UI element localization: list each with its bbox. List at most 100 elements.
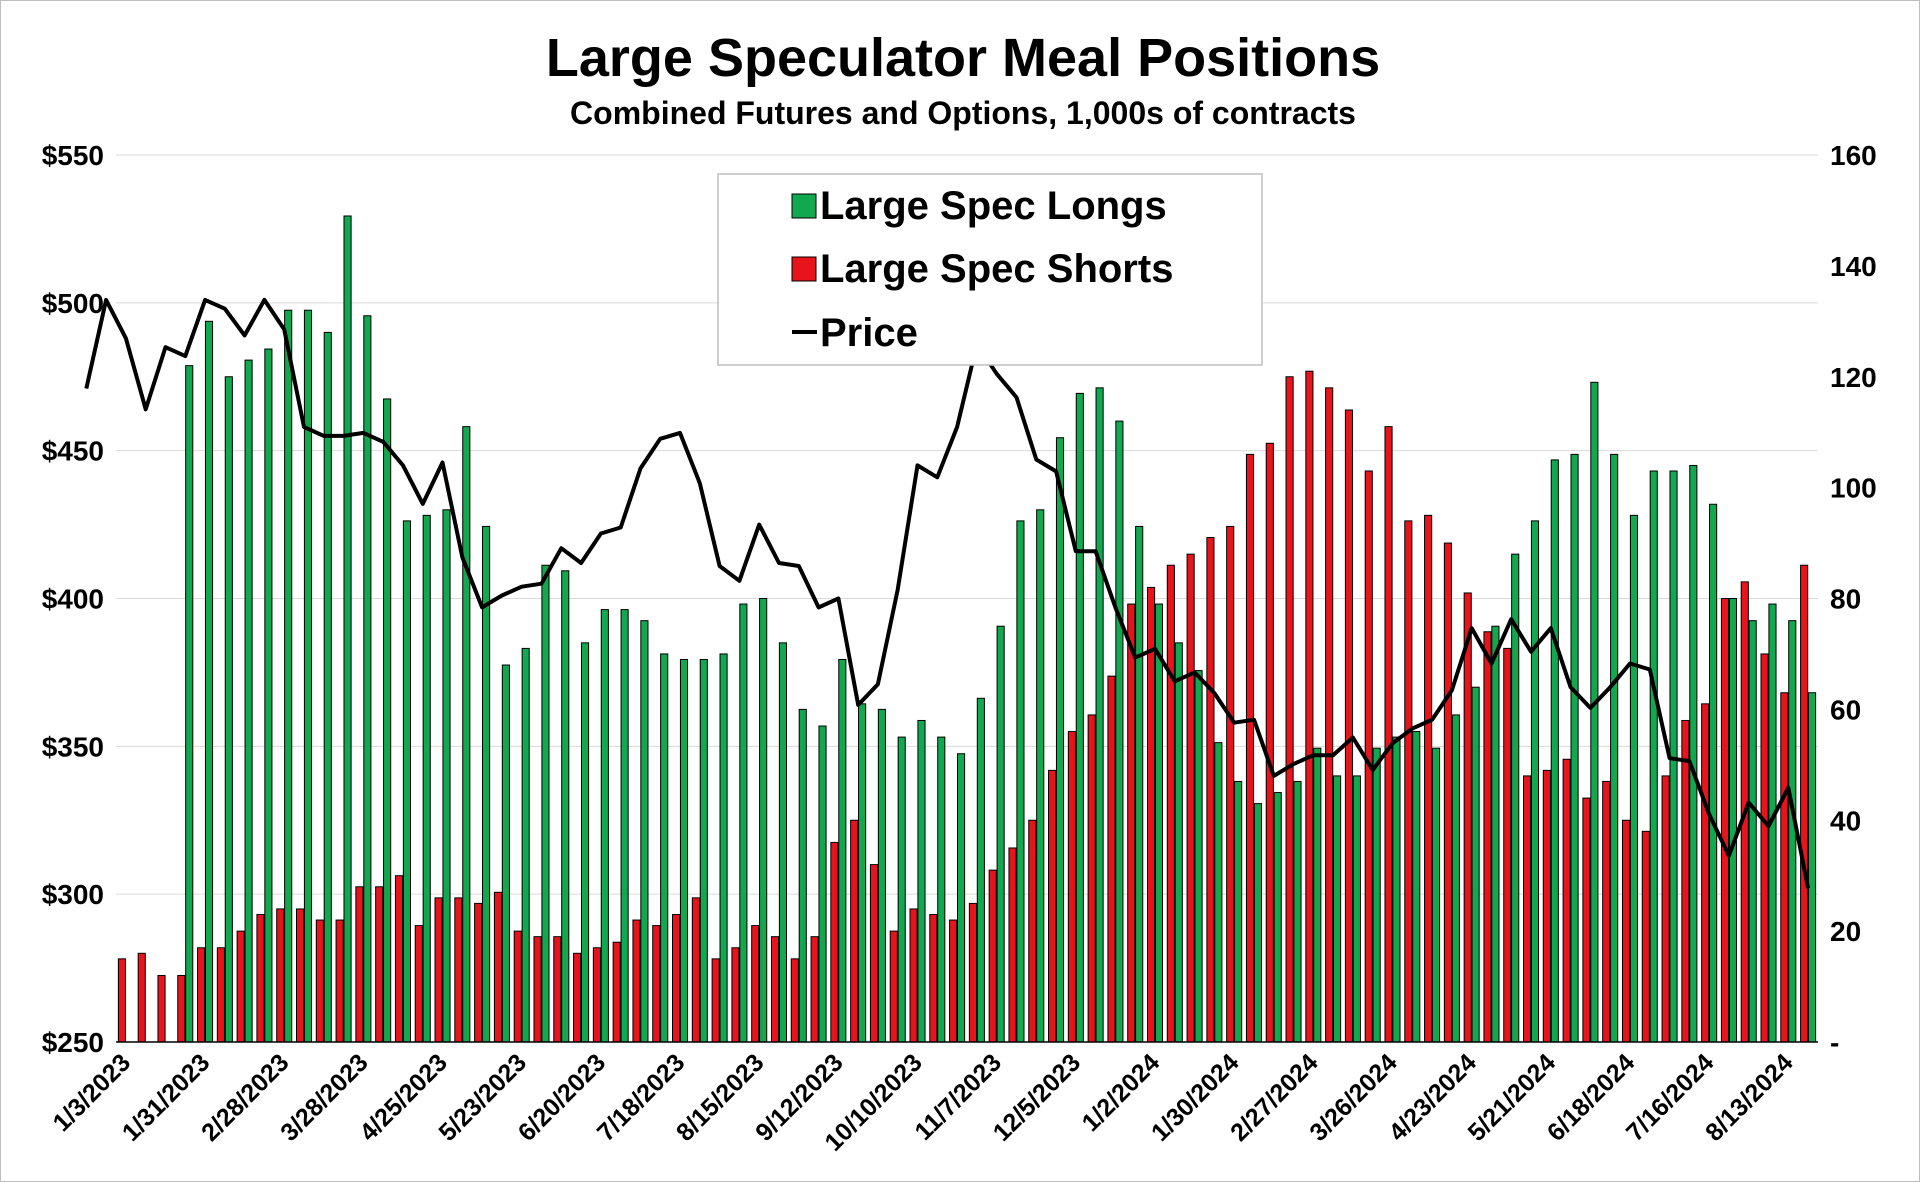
bar-large-spec-longs [917,719,926,1043]
bars-layer [117,215,1817,1043]
bar-large-spec-shorts [236,930,245,1043]
bar-large-spec-longs [284,309,293,1043]
bar-large-spec-shorts [889,930,898,1043]
legend: Large Spec Longs Large Spec Shorts Price [717,173,1263,366]
bar-large-spec-shorts [1483,631,1492,1043]
bar-large-spec-longs [858,703,867,1043]
bar-large-spec-longs [1570,453,1579,1043]
bar-large-spec-longs [699,658,708,1043]
bar-large-spec-longs [620,609,629,1043]
bar-large-spec-shorts [1325,387,1334,1043]
bar-large-spec-longs [1491,625,1500,1043]
bar-large-spec-shorts [790,958,799,1043]
bar-large-spec-shorts [295,908,305,1043]
bar-large-spec-shorts [454,897,463,1043]
bar-large-spec-longs [1550,459,1559,1043]
bar-large-spec-longs [1689,464,1698,1043]
bar-large-spec-shorts [355,886,364,1043]
bar-large-spec-longs [1590,381,1599,1043]
bar-large-spec-longs [1135,525,1144,1043]
bar-large-spec-longs [1629,514,1639,1043]
bar-large-spec-shorts [375,886,384,1043]
bar-large-spec-longs [1431,747,1441,1043]
bar-large-spec-shorts [1582,797,1591,1043]
bar-large-spec-shorts [1344,409,1354,1043]
bar-large-spec-shorts [434,897,443,1043]
bar-large-spec-shorts [1562,758,1571,1043]
bar-large-spec-shorts [810,936,819,1043]
bar-large-spec-shorts [553,936,562,1043]
bar-large-spec-shorts [1384,426,1393,1043]
bar-large-spec-longs [996,625,1005,1043]
bar-large-spec-shorts [1780,692,1789,1043]
bar-large-spec-shorts [1720,598,1730,1043]
bar-large-spec-shorts [256,913,265,1043]
bar-large-spec-longs [1115,420,1124,1043]
bar-large-spec-shorts [1463,592,1472,1043]
left-axis-tick-label: $450 [42,436,104,467]
bar-large-spec-shorts [216,947,225,1043]
bar-large-spec-longs [561,570,570,1043]
bar-large-spec-shorts [1681,719,1690,1043]
bar-large-spec-longs [383,398,392,1043]
bar-large-spec-shorts [929,913,938,1043]
price-line [84,297,1811,889]
bar-large-spec-shorts [1186,553,1195,1043]
bar-large-spec-longs [660,653,669,1043]
bar-large-spec-shorts [1146,586,1156,1043]
bar-large-spec-longs [462,426,471,1043]
bar-large-spec-shorts [1701,703,1710,1043]
bar-large-spec-shorts [137,952,146,1043]
bar-large-spec-shorts [1206,537,1215,1043]
legend-swatch-longs [791,193,817,219]
bar-large-spec-longs [1748,620,1757,1043]
bar-large-spec-longs [343,215,352,1043]
bar-large-spec-shorts [1127,603,1136,1043]
legend-swatch-shorts [791,256,817,282]
bar-large-spec-longs [501,664,510,1043]
bar-large-spec-longs [1451,714,1460,1043]
bar-large-spec-shorts [1067,731,1076,1043]
left-axis-tick-label: $550 [42,140,104,171]
bar-large-spec-longs [1095,387,1104,1043]
bar-large-spec-shorts [1602,780,1611,1043]
legend-label-price: Price [820,311,918,355]
bar-large-spec-longs [1530,520,1540,1043]
bar-large-spec-longs [1728,598,1737,1043]
chart-title: Large Speculator Meal Positions [546,28,1380,88]
bar-large-spec-shorts [830,841,839,1043]
right-axis-tick-label: 160 [1830,140,1877,171]
bar-large-spec-shorts [414,925,423,1043]
bar-large-spec-shorts [474,902,483,1043]
bar-large-spec-longs [323,331,332,1043]
bar-large-spec-longs [1610,453,1619,1043]
bar-large-spec-longs [244,359,253,1043]
bar-large-spec-longs [1471,686,1480,1043]
bar-large-spec-longs [1709,503,1718,1043]
bar-large-spec-longs [1036,509,1045,1043]
bar-large-spec-shorts [1028,819,1037,1043]
chart-subtitle: Combined Futures and Options, 1,000s of … [570,95,1356,131]
bar-large-spec-shorts [869,864,879,1043]
bar-large-spec-longs [1649,470,1658,1043]
bar-large-spec-longs [739,603,748,1043]
bar-large-spec-shorts [1226,525,1235,1043]
right-axis-tick-label: 120 [1830,362,1877,393]
bar-large-spec-longs [264,348,273,1043]
bar-large-spec-longs [1372,747,1381,1043]
bar-large-spec-longs [580,642,590,1043]
bar-large-spec-shorts [1542,769,1551,1043]
right-axis-tick-label: 80 [1830,584,1861,615]
bar-large-spec-shorts [968,902,977,1043]
bar-large-spec-shorts [573,952,582,1043]
bar-large-spec-longs [422,514,431,1043]
right-axis-tick-label: 140 [1830,251,1877,282]
bar-large-spec-longs [640,620,649,1043]
bar-large-spec-shorts [315,919,324,1043]
bar-large-spec-longs [957,753,966,1043]
bar-large-spec-longs [1808,692,1817,1043]
bar-large-spec-shorts [1107,675,1116,1043]
bar-large-spec-longs [204,320,214,1043]
bar-large-spec-shorts [612,941,621,1043]
